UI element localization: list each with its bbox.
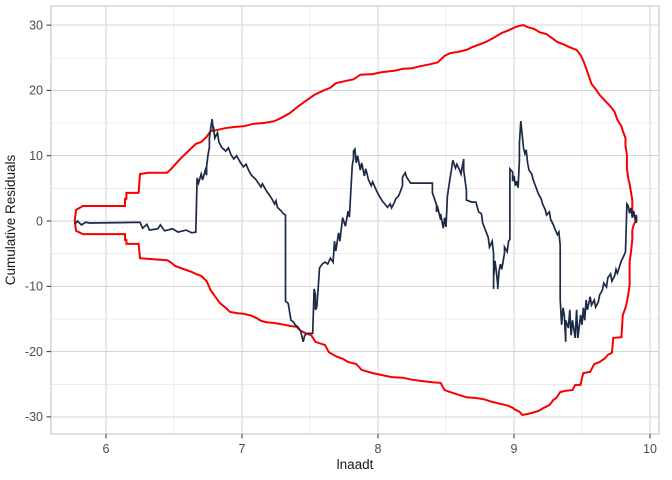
panel-border [50, 5, 660, 435]
y-tick-label: 10 [29, 149, 43, 163]
series-lines [73, 24, 638, 416]
x-tick-label: 7 [239, 442, 246, 456]
x-tick-label: 9 [511, 442, 518, 456]
cumulative-residuals-line [74, 118, 638, 342]
y-tick-label: 20 [29, 84, 43, 98]
confidence-envelope-lower-line [73, 220, 638, 416]
y-tick-label: 0 [36, 214, 43, 228]
y-tick-label: 30 [29, 18, 43, 32]
y-tick-label: -10 [25, 280, 43, 294]
grid-minor [51, 6, 659, 434]
x-tick-label: 6 [103, 442, 110, 456]
tick-labels: 6 7 8 9 10 -30 -20 -10 0 10 20 30 [25, 18, 657, 456]
x-tick-label: 10 [643, 442, 657, 456]
y-tick-label: -30 [25, 410, 43, 424]
x-tick-label: 8 [375, 442, 382, 456]
confidence-envelope-upper-line [73, 24, 638, 222]
x-axis-title: lnaadt [337, 457, 374, 472]
grid-major [51, 6, 659, 434]
y-tick-label: -20 [25, 345, 43, 359]
tick-marks [46, 24, 651, 439]
plot-panel [51, 6, 659, 434]
y-axis-title: Cumulative Residuals [3, 154, 18, 285]
